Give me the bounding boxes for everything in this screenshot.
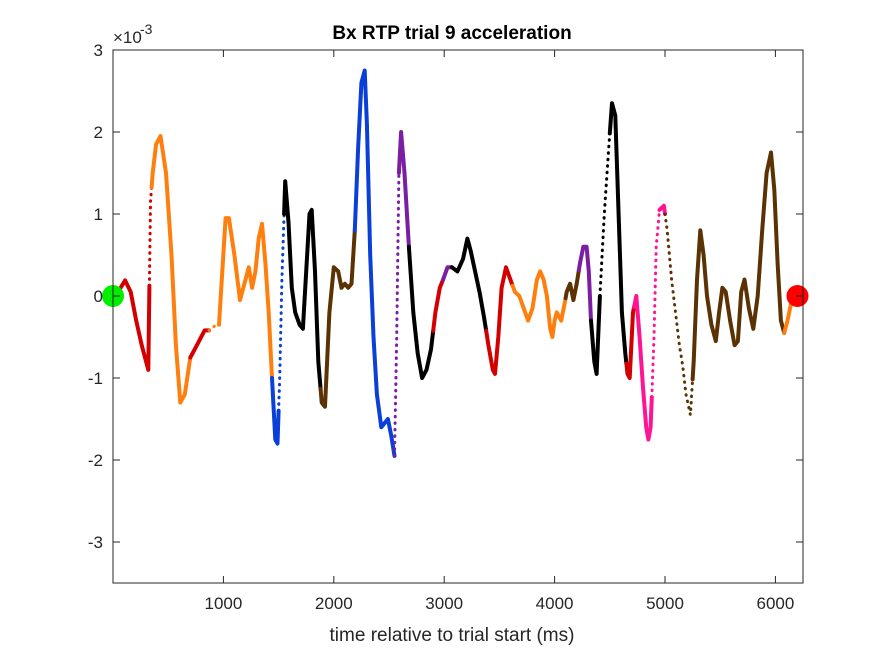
data-segment-6	[270, 376, 281, 446]
data-segment-29	[690, 150, 787, 382]
data-segment-1	[147, 185, 154, 288]
data-segment-0	[111, 278, 152, 372]
x-axis-ticks: 1000 2000 3000 4000 5000 6000	[204, 50, 794, 613]
data-segment-2	[149, 134, 193, 405]
y-exponent-base: ×10	[113, 28, 142, 47]
x-tick-label: 1000	[204, 594, 242, 613]
data-segment-20	[576, 244, 593, 323]
x-tick-label: 2000	[315, 594, 353, 613]
y-tick-label: -3	[88, 533, 103, 552]
data-segment-4	[207, 323, 221, 332]
y-tick-label: -2	[88, 451, 103, 470]
x-tick-label: 6000	[756, 594, 794, 613]
data-segment-18	[510, 269, 568, 339]
y-tick-label: 0	[94, 287, 103, 306]
y-tick-label: 1	[94, 205, 103, 224]
y-tick-label: 2	[94, 123, 103, 142]
data-segment-15	[441, 265, 454, 282]
data-segment-3	[188, 328, 211, 360]
x-axis-label: time relative to trial start (ms)	[330, 625, 575, 646]
x-tick-label: 3000	[425, 594, 463, 613]
data-segment-10	[352, 68, 397, 458]
data-segment-8	[282, 179, 323, 391]
data-segment-22	[598, 131, 612, 298]
y-exponent-power: -3	[140, 21, 153, 37]
y-axis-ticks: 3 2 1 0 -1 -2 -3	[88, 41, 803, 552]
plot-area	[102, 68, 809, 458]
data-segment-5	[217, 216, 274, 380]
chart-title: Bx RTP trial 9 acceleration	[332, 23, 571, 44]
y-tick-label: -1	[88, 369, 103, 388]
data-segment-19	[563, 268, 581, 303]
x-tick-label: 4000	[536, 594, 574, 613]
data-segment-12	[396, 130, 411, 249]
data-segment-13	[406, 244, 436, 380]
data-segment-7	[277, 212, 286, 413]
data-segment-26	[650, 208, 661, 399]
data-segment-16	[449, 236, 489, 333]
data-segment-11	[393, 171, 401, 458]
data-segment-21	[589, 294, 602, 376]
y-exponent-label: ×10 -3	[113, 21, 153, 47]
y-tick-label: 3	[94, 41, 103, 60]
data-segment-23	[607, 101, 629, 366]
data-segment-17	[484, 265, 515, 376]
data-segment-28	[663, 212, 695, 417]
data-segment-25	[632, 294, 654, 442]
x-tick-label: 5000	[646, 594, 684, 613]
data-segment-27	[657, 203, 667, 216]
data-segment-14	[431, 277, 446, 333]
data-segment-24	[624, 304, 637, 380]
data-segment-9	[318, 228, 357, 409]
axes-box	[112, 49, 804, 584]
